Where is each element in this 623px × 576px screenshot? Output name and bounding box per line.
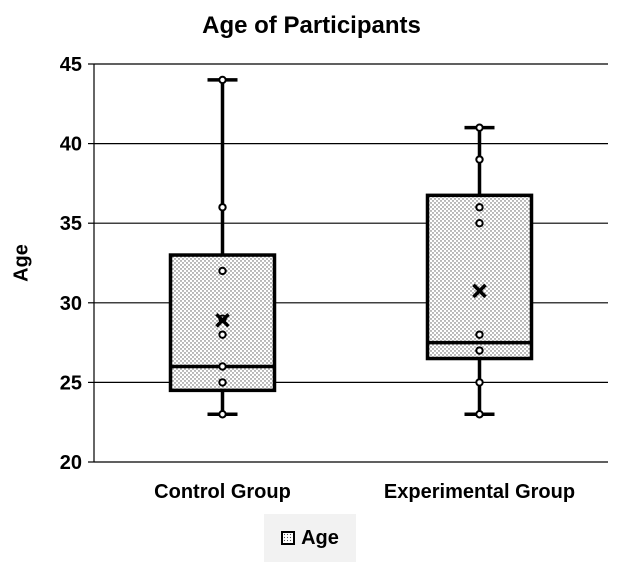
data-point [218,203,227,212]
chart-title: Age of Participants [202,12,421,39]
data-point [475,346,484,355]
data-point [218,75,227,85]
data-point [218,330,227,339]
y-tick-label: 25 [60,372,82,394]
data-point [475,155,484,164]
y-tick-label: 20 [60,452,82,474]
x-tick-label: Experimental Group [384,481,575,503]
data-point [475,123,484,132]
data-point [218,362,227,371]
y-tick-label: 45 [60,54,82,76]
data-point [475,219,484,228]
data-point [475,378,484,387]
y-tick-label: 30 [60,293,82,315]
data-point [475,203,484,212]
mean-marker-stroke [215,313,230,328]
data-point [475,410,484,419]
y-tick-label: 40 [60,134,82,156]
legend-swatch [281,531,296,545]
mean-marker-stroke [472,283,487,299]
legend-label: Age [301,526,339,549]
x-tick-label: Control Group [154,481,291,503]
y-tick-label: 35 [60,213,82,235]
data-point [218,266,227,276]
legend: Age [264,514,356,562]
box-0 [168,75,277,419]
data-point [475,330,484,339]
mean-marker [215,313,230,328]
data-point [218,410,227,419]
box-1 [425,123,534,419]
data-point [218,378,227,387]
mean-marker [472,283,487,299]
